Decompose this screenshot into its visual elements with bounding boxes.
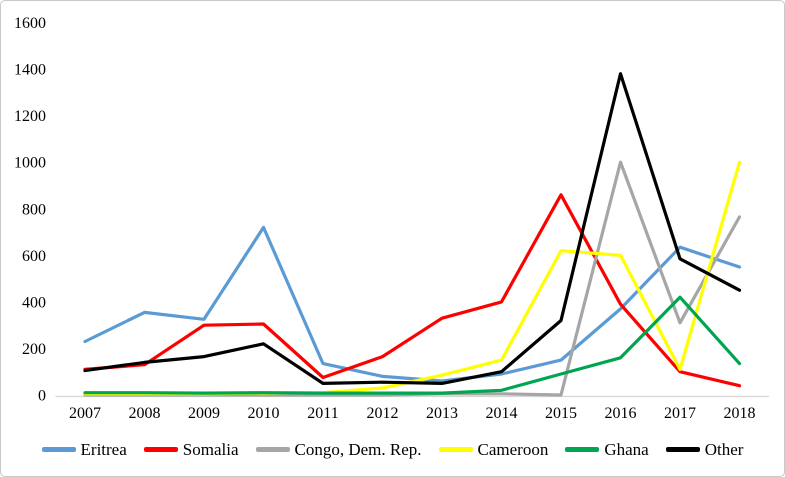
legend: Eritrea Somalia Congo, Dem. Rep. Cameroo… — [1, 436, 784, 462]
legend-label: Congo, Dem. Rep. — [294, 439, 422, 459]
x-axis-tick-label: 2017 — [664, 405, 696, 422]
x-axis-tick-label: 2013 — [426, 405, 458, 422]
legend-swatch — [255, 446, 290, 452]
y-axis-tick-label: 200 — [22, 341, 46, 358]
legend-item-congo-dem-rep: Congo, Dem. Rep. — [255, 439, 422, 459]
x-axis-tick-label: 2009 — [188, 405, 220, 422]
legend-item-other: Other — [665, 439, 744, 459]
x-axis-tick-label: 2015 — [545, 405, 577, 422]
legend-label: Eritrea — [80, 439, 127, 459]
series-line-somalia — [83, 193, 742, 388]
series-line-eritrea — [83, 225, 742, 383]
legend-label: Other — [704, 439, 744, 459]
y-axis-tick-label: 1400 — [14, 62, 46, 79]
legend-item-cameroon: Cameroon — [438, 439, 549, 459]
x-axis-tick-label: 2010 — [248, 405, 280, 422]
y-axis-tick-label: 800 — [22, 201, 46, 218]
series-line-other — [83, 72, 742, 385]
y-axis-tick-label: 1000 — [14, 155, 46, 172]
legend-label: Cameroon — [477, 439, 549, 459]
legend-item-ghana: Ghana — [565, 439, 649, 459]
legend-swatch — [438, 446, 473, 452]
legend-label: Somalia — [182, 439, 239, 459]
y-axis-tick-label: 1600 — [14, 15, 46, 32]
legend-item-eritrea: Eritrea — [41, 439, 127, 459]
legend-item-somalia: Somalia — [143, 439, 239, 459]
legend-swatch — [143, 446, 178, 452]
x-axis-tick-label: 2016 — [605, 405, 637, 422]
legend-swatch — [665, 446, 700, 452]
x-axis-tick-label: 2012 — [367, 405, 399, 422]
legend-label: Ghana — [604, 439, 649, 459]
y-axis-tick-label: 600 — [22, 248, 46, 265]
legend-swatch — [41, 446, 76, 452]
y-axis-tick-label: 1200 — [14, 108, 46, 125]
x-axis-tick-label: 2014 — [486, 405, 518, 422]
x-axis-tick-label: 2011 — [307, 405, 338, 422]
y-axis-tick-label: 0 — [38, 388, 46, 405]
y-axis-tick-label: 400 — [22, 294, 46, 311]
series-line-ghana — [83, 295, 742, 395]
x-axis-tick-label: 2018 — [724, 405, 756, 422]
x-axis-tick-label: 2007 — [69, 405, 101, 422]
legend-swatch — [565, 446, 600, 452]
x-axis-tick-label: 2008 — [129, 405, 161, 422]
